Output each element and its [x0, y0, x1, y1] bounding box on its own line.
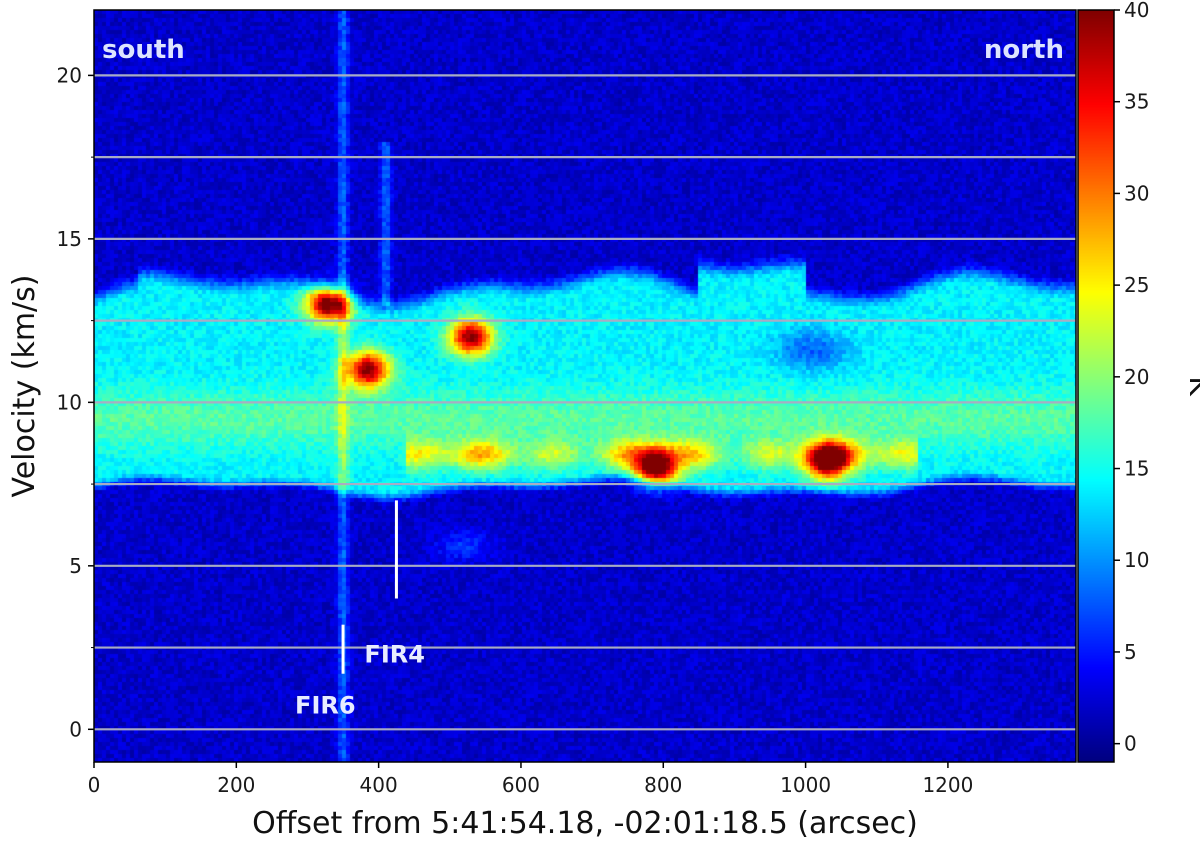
y-tick-label: 15 [57, 227, 82, 251]
colorbar-title: K [1182, 376, 1200, 397]
colorbar-frame [1077, 9, 1115, 763]
south-label: south [102, 35, 185, 65]
x-axis: 0 200 400 600 800 1000 1200 [88, 762, 973, 797]
colorbar-image [1078, 10, 1114, 762]
north-label: north [984, 35, 1064, 65]
colorbar-tick-label: 25 [1124, 273, 1149, 297]
y-tick-label: 5 [69, 554, 82, 578]
x-tick-label: 600 [502, 773, 540, 797]
colorbar-tick-label: 5 [1124, 640, 1137, 664]
colorbar-tick-label: 0 [1124, 732, 1137, 756]
y-axis: 0 5 10 15 20 [57, 63, 94, 741]
colorbar-tick-label: 30 [1124, 181, 1149, 205]
x-tick-label: 200 [217, 773, 255, 797]
x-tick-label: 400 [360, 773, 398, 797]
heatmap-canvas [94, 10, 1076, 762]
y-tick-label: 20 [57, 63, 82, 87]
colorbar: 0 5 10 15 20 25 30 35 40 K [1077, 0, 1200, 763]
source-markers: FIR6 FIR4 [295, 500, 425, 720]
y-axis-title: Velocity (km/s) [7, 275, 42, 498]
x-tick-label: 1200 [922, 773, 973, 797]
grid-lines [94, 74, 1076, 731]
x-tick-label: 1000 [780, 773, 831, 797]
colorbar-tick-label: 35 [1124, 90, 1149, 114]
marker-label-fir4: FIR4 [364, 641, 425, 669]
plot-area: FIR6 FIR4 south north [93, 9, 1077, 763]
colorbar-tick-label: 15 [1124, 457, 1149, 481]
x-tick-label: 0 [88, 773, 101, 797]
x-axis-title: Offset from 5:41:54.18, -02:01:18.5 (arc… [252, 806, 918, 841]
y-tick-label: 10 [57, 390, 82, 414]
heatmap-image [94, 10, 1076, 762]
plot-frame [93, 9, 1077, 763]
colorbar-canvas [1078, 10, 1114, 762]
x-tick-label: 800 [644, 773, 682, 797]
colorbar-tick-label: 40 [1124, 0, 1149, 22]
marker-label-fir6: FIR6 [295, 692, 356, 720]
y-tick-label: 0 [69, 717, 82, 741]
colorbar-tick-label: 10 [1124, 548, 1149, 572]
colorbar-tick-label: 20 [1124, 365, 1149, 389]
colorbar-ticks: 0 5 10 15 20 25 30 35 40 [1114, 0, 1149, 756]
